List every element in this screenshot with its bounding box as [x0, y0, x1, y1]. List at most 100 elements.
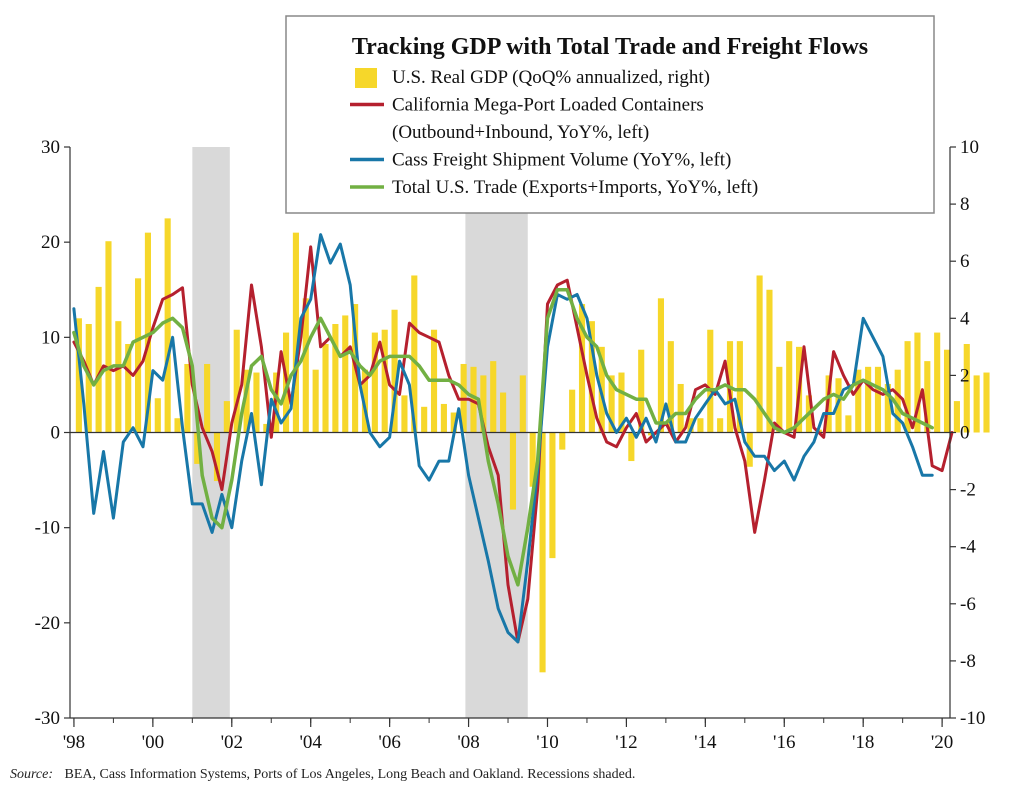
left-tick-label: 0 [51, 423, 61, 444]
right-tick-label: 0 [960, 423, 970, 444]
gdp-bar [569, 389, 576, 433]
gdp-bar [667, 341, 674, 433]
gdp-bar [204, 363, 211, 433]
gdp-bar [608, 375, 615, 433]
gdp-bar [697, 418, 704, 433]
gdp-bar [845, 415, 852, 433]
left-tick-label: -30 [35, 708, 60, 729]
legend-label-trade: Total U.S. Trade (Exports+Imports, YoY%,… [392, 177, 758, 198]
series-line-trade [72, 288, 934, 587]
legend-label-ports: (Outbound+Inbound, YoY%, left) [392, 122, 649, 143]
gdp-bar [144, 232, 151, 433]
left-tick-label: -10 [35, 518, 60, 539]
left-tick-label: 20 [41, 232, 60, 253]
gdp-bar [865, 366, 872, 433]
gdp-bar [983, 372, 990, 433]
gdp-bar [578, 304, 586, 433]
right-tick-label: -4 [960, 537, 976, 558]
source-text: BEA, Cass Information Systems, Ports of … [65, 767, 636, 782]
x-tick-label: '06 [378, 732, 400, 753]
gdp-bar [874, 366, 882, 433]
series-line-ports [72, 245, 954, 644]
gdp-bar [450, 412, 457, 433]
gdp-bar [588, 321, 595, 433]
gdp-bar [213, 432, 221, 482]
gdp-bar [115, 321, 122, 433]
gdp-bar [786, 341, 793, 433]
gdp-bar [401, 395, 408, 433]
gdp-bar [677, 383, 684, 433]
gdp-bar [549, 432, 556, 559]
gdp-bar [736, 341, 743, 433]
x-tick-label: '10 [536, 732, 558, 753]
gdp-bar [174, 418, 181, 433]
axis-layer: -30-20-100102030-10-8-6-4-20246810'98'00… [35, 137, 986, 753]
gdp-bar [924, 361, 931, 433]
gdp-bar [529, 432, 536, 487]
gdp-bar [638, 349, 645, 433]
gdp-bar [312, 369, 319, 433]
source-layer: Source: BEA, Cass Information Systems, P… [10, 767, 635, 782]
gdp-bar [519, 375, 526, 433]
legend-label-cass: Cass Freight Shipment Volume (YoY%, left… [392, 150, 731, 171]
legend-label-ports: California Mega-Port Loaded Containers [392, 95, 704, 116]
gdp-bar [361, 369, 369, 433]
gdp-bar [332, 324, 339, 433]
gdp-bar [559, 432, 566, 450]
gdp-bar [421, 406, 428, 433]
gdp-bar [756, 275, 763, 433]
gdp-bar [292, 232, 299, 433]
gdp-bar [618, 372, 625, 433]
right-tick-label: -2 [960, 480, 976, 501]
gdp-bar [855, 369, 862, 433]
right-tick-label: 6 [960, 251, 970, 272]
gdp-bar [894, 369, 901, 433]
gdp-bar [884, 383, 891, 433]
x-tick-label: '08 [457, 732, 479, 753]
x-tick-label: '04 [299, 732, 322, 753]
x-tick-label: '00 [142, 732, 164, 753]
gdp-bar [480, 375, 487, 433]
gdp-bar [776, 366, 783, 433]
x-tick-label: '98 [63, 732, 85, 753]
gdp-bar [943, 349, 951, 433]
gdp-bar [263, 423, 270, 433]
gdp-bar [253, 372, 260, 433]
legend-marker-gdp [355, 68, 377, 88]
gdp-bar [135, 278, 142, 433]
gdp-bar [687, 418, 694, 433]
gdp-bar [411, 275, 418, 433]
right-tick-label: -6 [960, 594, 976, 615]
right-tick-label: 10 [960, 137, 979, 158]
series-line-layer [72, 233, 954, 644]
gdp-bar [243, 369, 250, 433]
gdp-bar [973, 375, 980, 433]
gdp-bar [953, 401, 960, 433]
gdp-bar [470, 366, 477, 433]
gdp-bar [914, 332, 921, 433]
left-tick-label: 30 [41, 137, 60, 158]
gdp-bar [490, 361, 497, 433]
left-tick-label: 10 [41, 327, 60, 348]
gdp-bar [717, 418, 724, 433]
right-tick-label: 2 [960, 365, 970, 386]
gdp-bar [75, 318, 82, 433]
chart-title: Tracking GDP with Total Trade and Freigh… [352, 34, 868, 60]
gdp-bar [707, 329, 714, 433]
gdp-bar [105, 241, 112, 433]
x-tick-label: '16 [773, 732, 795, 753]
gdp-bar [302, 298, 309, 433]
gdp-bar [223, 401, 230, 433]
right-tick-label: 4 [960, 308, 970, 329]
gdp-bar [657, 298, 664, 433]
gdp-bar [233, 329, 240, 433]
gdp-bar [154, 398, 161, 433]
gdp-bar [184, 363, 191, 433]
gdp-bar [934, 332, 941, 433]
gdp-bar [194, 432, 201, 464]
gdp-bar [95, 286, 102, 433]
source-label: Source: [10, 767, 53, 782]
svg-text:Source: BEA, Cass Info: Source: BEA, Cass Information Systems, P… [10, 767, 635, 782]
left-tick-label: -20 [35, 613, 60, 634]
gdp-bar [509, 432, 517, 510]
